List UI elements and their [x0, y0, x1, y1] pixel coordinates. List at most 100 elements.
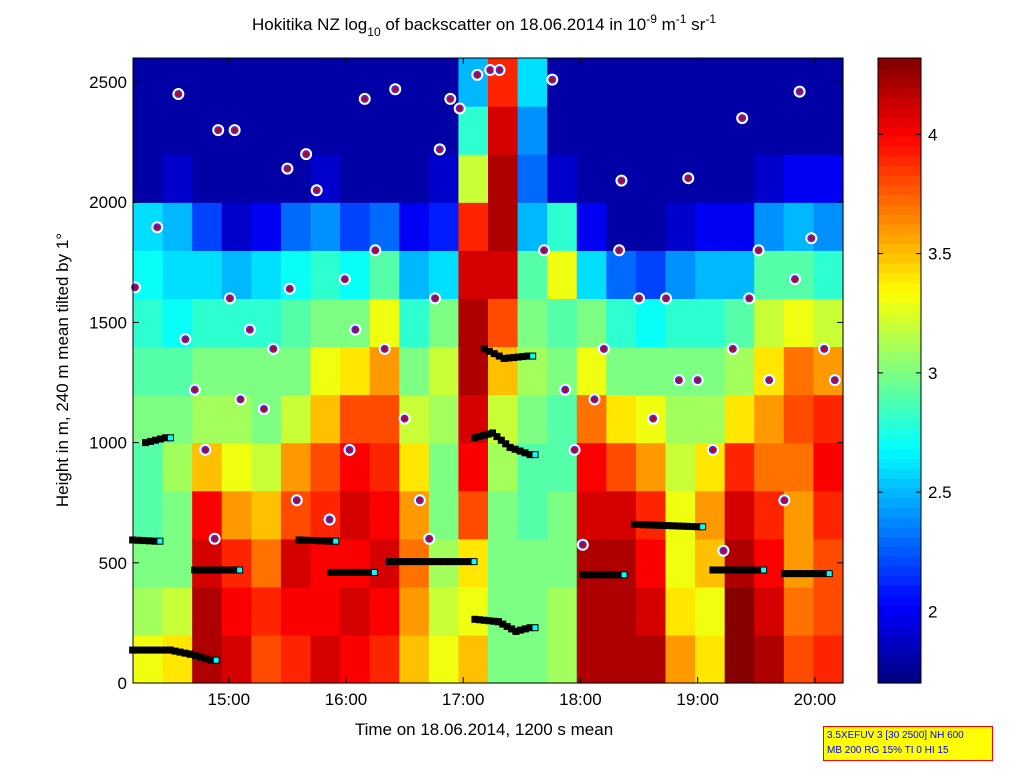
heatmap-cell: [488, 154, 519, 203]
y-tick-label: 2000: [89, 193, 127, 212]
heatmap-cell: [280, 442, 312, 492]
heatmap-cell: [133, 490, 164, 540]
heatmap-cell: [458, 442, 489, 492]
heatmap-cell: [221, 634, 252, 684]
colorbar-segment: [878, 302, 921, 313]
heatmap-cell: [162, 634, 193, 684]
colorbar-segment: [878, 585, 921, 596]
cloud-base-point-core: [676, 377, 682, 383]
heatmap-cell: [162, 490, 193, 540]
heatmap-cell: [251, 298, 282, 348]
colorbar-segment: [878, 165, 921, 176]
x-tick-label: 19:00: [676, 690, 719, 709]
heatmap-cell: [133, 106, 164, 155]
heatmap-cell: [251, 346, 282, 396]
heatmap-cell: [369, 58, 400, 107]
colorbar-segment: [878, 419, 921, 430]
heatmap-cell: [192, 586, 223, 636]
colorbar-segment: [878, 360, 921, 372]
cloud-base-point-core: [618, 178, 624, 184]
cloud-base-point-core: [730, 346, 736, 352]
cloud-base-point-core: [426, 536, 432, 542]
cloud-base-point-core: [781, 497, 787, 503]
heatmap-cell: [310, 298, 341, 348]
heatmap-cell: [192, 58, 223, 107]
colorbar-segment: [878, 263, 921, 274]
colorbar-segment: [878, 175, 921, 186]
heatmap-cell: [399, 346, 430, 396]
cloud-base-point-core: [601, 346, 607, 352]
heatmap-cell: [665, 490, 696, 540]
heatmap-cell: [576, 58, 607, 107]
heatmap-cell: [576, 202, 607, 251]
cloud-base-point-core: [372, 247, 378, 253]
colorbar-segment: [878, 67, 921, 79]
cloud-base-point-core: [432, 295, 438, 301]
heatmap-cell: [547, 490, 578, 540]
heatmap-cell: [576, 106, 607, 155]
cloud-base-points: [128, 64, 841, 557]
heatmap-cell: [724, 442, 755, 492]
heatmap-cell: [606, 106, 637, 155]
heatmap-cell: [458, 106, 489, 155]
heatmap-cell: [547, 298, 578, 348]
heatmap-cell: [340, 346, 371, 396]
cloud-base-point-core: [182, 336, 188, 342]
layer-end-marker: [531, 451, 539, 459]
layer-marker: [489, 429, 497, 437]
heatmap-cell: [547, 538, 578, 588]
heatmap-cell: [517, 202, 548, 251]
layer-end-marker: [760, 566, 768, 574]
heatmap-cell: [192, 202, 223, 251]
heatmap-cell: [369, 634, 400, 684]
heatmap-cell: [133, 586, 164, 636]
heatmap-cell: [783, 394, 815, 444]
colorbar-segment: [878, 272, 921, 284]
heatmap-cell: [754, 538, 785, 588]
heatmap-cell: [251, 538, 282, 588]
heatmap-cell: [428, 298, 460, 348]
heatmap-cell: [192, 490, 223, 540]
cloud-base-point-core: [175, 91, 181, 97]
colorbar-segment: [878, 214, 921, 225]
colorbar-segment: [878, 77, 921, 88]
heatmap-cell: [251, 58, 282, 107]
heatmap-cell: [280, 538, 312, 588]
heatmap-cell: [133, 346, 164, 396]
heatmap-cell: [310, 106, 341, 155]
heatmap-cell: [635, 250, 667, 299]
heatmap-cell: [813, 394, 844, 444]
axes: 15:00 16:00 17:00 18:00 19:00 20:00 0 500 1000 15…: [89, 58, 843, 709]
heatmap-cell: [635, 154, 667, 203]
heatmap-cell: [221, 250, 252, 299]
heatmap-cell: [221, 58, 252, 107]
heatmap-cell: [665, 298, 696, 348]
heatmap-cell: [547, 154, 578, 203]
cloud-base-point-core: [792, 276, 798, 282]
heatmap-cell: [576, 250, 607, 299]
colorbar-segment: [878, 233, 921, 245]
heatmap-cell: [695, 202, 726, 251]
cloud-base-point-core: [766, 377, 772, 383]
cloud-base-point-core: [382, 346, 388, 352]
heatmap-cell: [310, 538, 341, 588]
heatmap-cell: [547, 250, 578, 299]
heatmap-cell: [606, 250, 637, 299]
colorbar-segment: [878, 106, 921, 118]
heatmap-cell: [517, 490, 548, 540]
colorbar-segment: [878, 253, 921, 264]
cloud-base-point-core: [636, 295, 642, 301]
heatmap-cell: [428, 490, 460, 540]
heatmap-cell: [606, 58, 637, 107]
cloud-base-point-core: [347, 447, 353, 453]
heatmap-cell: [724, 586, 755, 636]
heatmap-cell: [162, 202, 193, 251]
heatmap-cell: [695, 250, 726, 299]
heatmap-cell: [399, 298, 430, 348]
layer-end-marker: [620, 571, 628, 579]
info-box: 3.5XEFUV 3 [30 2500] NH 600 MB 200 RG 15…: [823, 726, 993, 761]
x-tick-label: 15:00: [207, 690, 250, 709]
colorbar-tick-label: 3.5: [928, 245, 952, 264]
heatmap-cell: [310, 202, 341, 251]
